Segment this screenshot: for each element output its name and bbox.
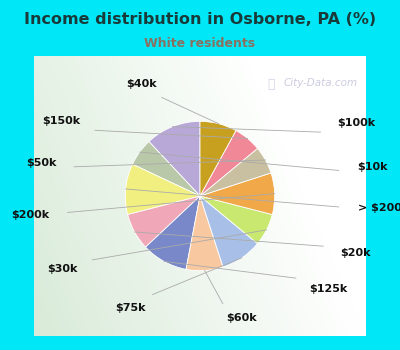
Wedge shape xyxy=(200,121,236,196)
Wedge shape xyxy=(200,148,271,196)
Text: $75k: $75k xyxy=(116,303,146,313)
Text: > $200k: > $200k xyxy=(358,203,400,214)
Text: $125k: $125k xyxy=(309,284,347,294)
Text: ⓘ: ⓘ xyxy=(268,78,275,91)
Text: $150k: $150k xyxy=(43,116,81,126)
Text: $200k: $200k xyxy=(12,210,50,220)
Wedge shape xyxy=(125,164,200,215)
Wedge shape xyxy=(200,173,275,215)
Wedge shape xyxy=(128,196,200,247)
Wedge shape xyxy=(186,196,223,271)
Wedge shape xyxy=(149,121,200,196)
Text: $30k: $30k xyxy=(47,264,78,274)
Text: $60k: $60k xyxy=(226,313,256,323)
Text: $10k: $10k xyxy=(358,162,388,172)
Wedge shape xyxy=(200,196,258,267)
Text: $40k: $40k xyxy=(126,79,156,89)
Text: Income distribution in Osborne, PA (%): Income distribution in Osborne, PA (%) xyxy=(24,12,376,27)
Text: White residents: White residents xyxy=(144,37,256,50)
Text: $100k: $100k xyxy=(337,118,375,128)
Wedge shape xyxy=(146,196,200,270)
Text: $50k: $50k xyxy=(26,158,57,168)
Wedge shape xyxy=(200,196,272,244)
Text: $20k: $20k xyxy=(340,248,370,258)
Wedge shape xyxy=(200,131,258,196)
Text: City-Data.com: City-Data.com xyxy=(283,78,358,89)
Wedge shape xyxy=(132,141,200,196)
